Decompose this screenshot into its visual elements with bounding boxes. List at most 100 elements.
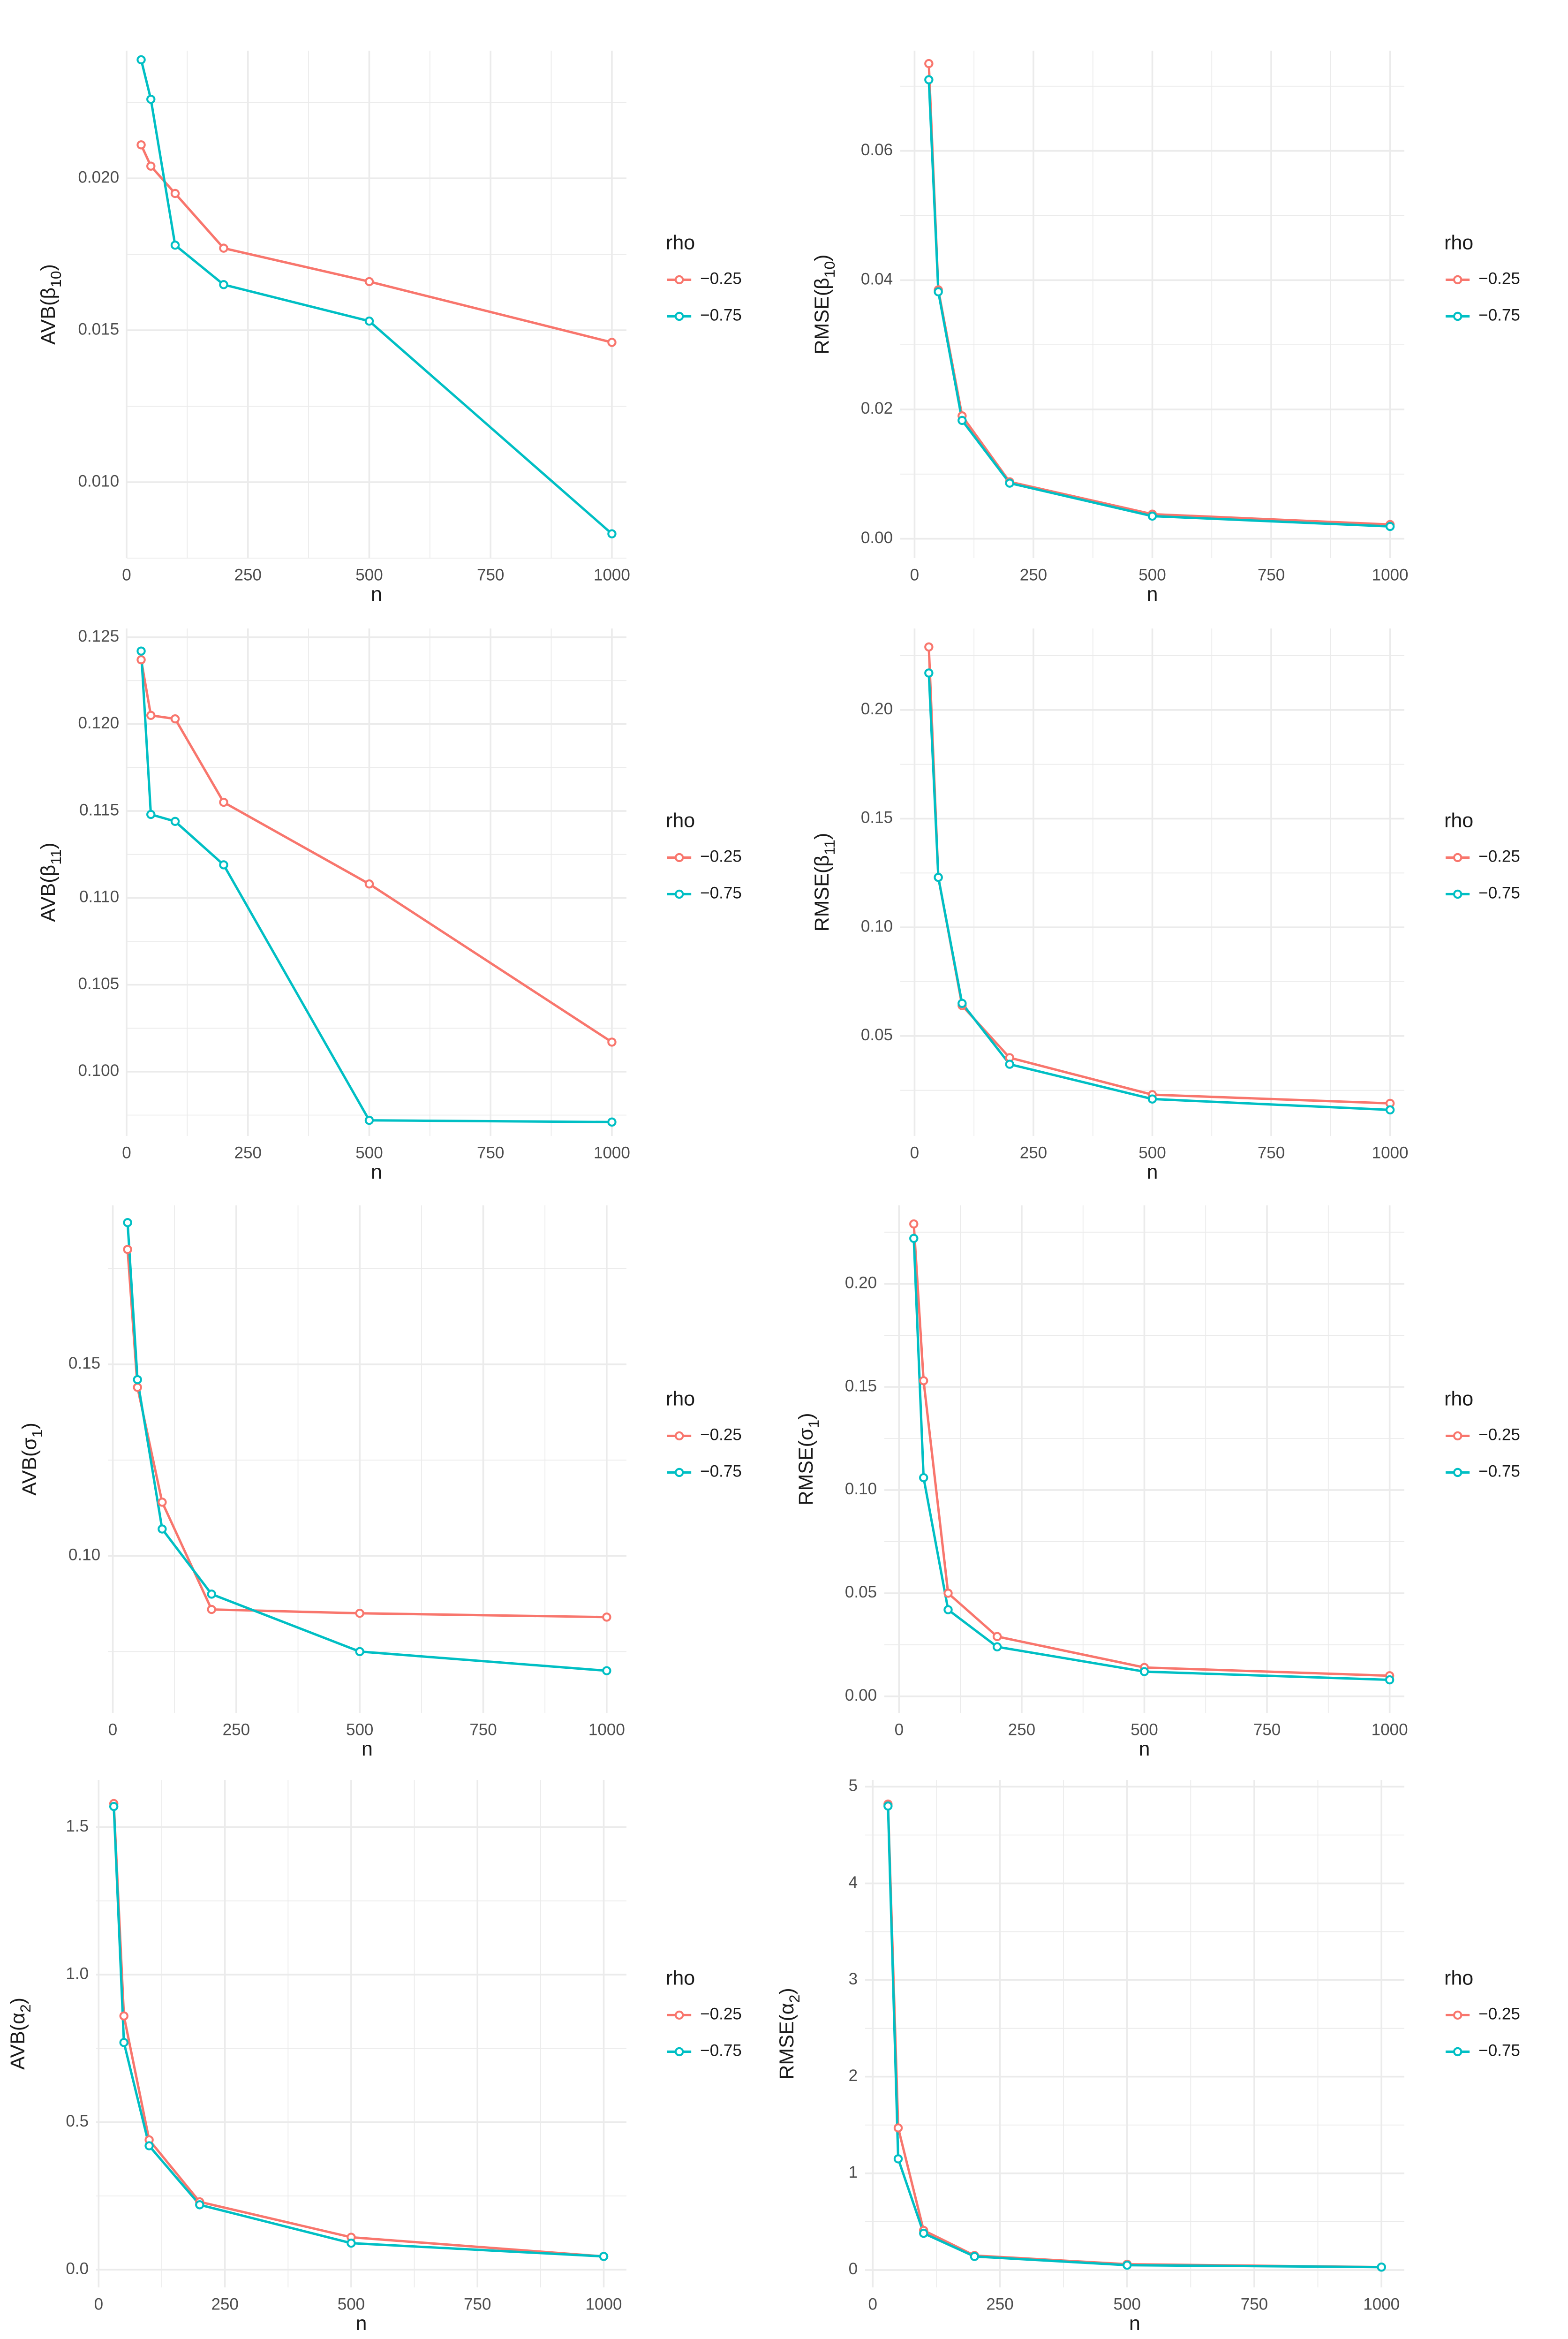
legend-label: −0.75 [700,306,742,325]
y-tick-label: 0.20 [845,1273,877,1292]
data-point-series-2 [195,2200,204,2210]
data-point-series-2 [1385,1675,1395,1685]
y-axis-title-main: AVB( [37,876,60,922]
data-point-series-1 [146,711,156,720]
data-point-series-1 [207,1605,216,1614]
y-axis-title-symbol: σ [18,1438,41,1450]
legend-key-point [1453,1468,1462,1477]
legend-key-point [1453,853,1462,863]
data-point-series-2 [146,810,156,819]
legend-key-point [1453,889,1462,899]
y-axis-title-subscript: 10 [821,261,838,278]
legend-label: −0.25 [1478,270,1520,288]
y-axis-title: AVB(β10) [37,264,64,345]
x-tick-label: 750 [477,566,504,584]
legend: rho −0.25 −0.75 [666,231,742,324]
legend-label: −0.75 [1478,2042,1520,2060]
y-tick-label: 0.5 [66,2112,89,2130]
series-line-1 [927,63,1390,526]
y-tick-label: 0.120 [78,714,119,732]
legend: rho −0.25 −0.75 [1444,1967,1520,2059]
legend-label: −0.25 [1478,1426,1520,1444]
data-point-series-2 [934,287,943,296]
legend-key-point [674,853,684,863]
series-line-2 [126,1222,607,1672]
x-tick-label: 750 [1253,1720,1281,1739]
x-axis-title: n [356,2312,367,2335]
legend-label: −0.25 [700,270,742,288]
x-tick-label: 500 [346,1720,373,1739]
legend-label: −0.25 [1478,848,1520,866]
y-axis-title: RMSE(σ1) [795,1413,822,1505]
y-tick-label: 0.125 [78,627,119,645]
x-tick-label: 250 [211,2295,238,2313]
y-tick-label: 0.015 [78,320,119,338]
x-tick-label: 0 [895,1720,904,1739]
y-axis-title-subscript: 2 [786,1995,803,2003]
data-point-series-1 [364,277,374,287]
y-tick-label: 0.00 [845,1686,877,1704]
x-axis-title: n [1147,1161,1158,1183]
data-point-series-2 [219,860,228,870]
x-tick-label: 500 [1138,566,1166,584]
x-tick-label: 250 [234,566,262,584]
y-tick-label: 0.110 [79,888,119,906]
data-point-series-2 [883,1801,893,1811]
chart-panel-7: 0 250 500 750 1000 0.0 0.5 1.0 1.5 n AVB(α2) rho −0.… [7,1780,742,2335]
data-point-series-2 [1123,2260,1132,2270]
data-point-series-2 [109,1802,119,1811]
legend-label: −0.75 [700,1462,742,1481]
x-tick-label: 0 [868,2295,877,2313]
data-point-series-1 [924,642,934,652]
legend-label: −0.75 [700,2042,742,2060]
data-point-series-2 [599,2252,609,2261]
data-point-series-1 [136,140,146,150]
data-point-series-1 [607,1037,617,1047]
x-tick-label: 1000 [1372,566,1409,584]
chart-panel-2: 0 250 500 750 1000 0.00 0.02 0.04 0.06 n RMSE(β10)… [811,51,1520,606]
data-point-series-1 [924,59,934,68]
y-axis-title-close: ) [7,1998,29,2004]
x-tick-label: 1000 [586,2295,622,2313]
x-axis-title: n [1147,583,1158,606]
data-point-series-2 [144,2141,154,2150]
y-axis-title-symbol: β [37,865,60,877]
data-point-series-2 [607,529,617,538]
x-tick-label: 250 [234,1143,262,1162]
x-tick-label: 1000 [1372,1720,1408,1739]
x-tick-label: 0 [108,1720,117,1739]
chart-panel-6: 0 250 500 750 1000 0.00 0.05 0.10 0.15 0.20 n RMSE(… [795,1205,1520,1760]
chart-panel-1: 0 250 500 750 1000 0.010 0.015 0.020 n AVB(β10) rh… [37,51,742,606]
x-tick-label: 1000 [1363,2295,1400,2313]
data-point-series-2 [1005,478,1014,488]
x-tick-label: 750 [469,1720,497,1739]
data-point-series-1 [170,189,180,198]
legend-title: rho [1444,1967,1473,1989]
x-axis-title: n [371,1161,382,1183]
y-axis-title-close: ) [18,1423,41,1429]
y-tick-label: 0.0 [66,2260,89,2278]
y-axis-title-subscript: 1 [805,1420,822,1428]
data-point-series-2 [893,2154,903,2164]
y-tick-label: 0.05 [861,1026,893,1044]
legend-key-point [674,275,684,285]
y-tick-label: 1 [849,2163,858,2181]
legend-title: rho [666,1967,695,1989]
y-tick-label: 0 [849,2260,858,2278]
x-axis-title: n [1129,2312,1140,2335]
chart-panel-8: 0 250 500 750 1000012345nRMSE(α2)rho−0.25−0.… [776,1777,1520,2335]
legend-label: −0.25 [700,848,742,866]
legend-key-point [1453,311,1462,321]
legend-title: rho [666,809,695,832]
data-point-series-2 [136,55,146,65]
data-point-series-2 [1147,1094,1157,1104]
data-point-series-2 [207,1590,216,1599]
legend-label: −0.25 [1478,2005,1520,2023]
y-axis-title-symbol: β [811,855,833,867]
x-tick-label: 500 [355,1143,383,1162]
y-axis-title-symbol: β [811,278,833,289]
legend-title: rho [1444,809,1473,832]
x-tick-label: 1000 [594,566,630,584]
series-line-2 [113,1806,604,2258]
data-point-series-1 [133,1383,142,1392]
